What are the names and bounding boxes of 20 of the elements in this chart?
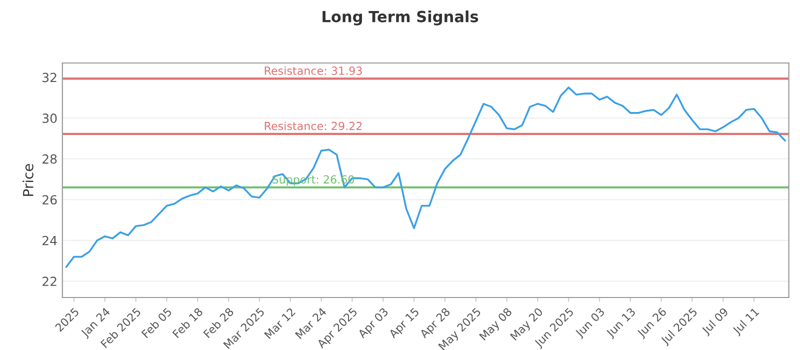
x-tick-label: Feb 05 <box>141 307 172 338</box>
x-tick-label: Jul 09 <box>700 307 730 336</box>
y-tick-label: 22 <box>42 276 56 286</box>
y-tick-label: 26 <box>42 195 57 205</box>
y-axis-title: Price <box>22 164 34 196</box>
line-series <box>65 86 786 268</box>
y-tick-label: 32 <box>42 72 56 82</box>
x-tick-label: Apr 15 <box>388 307 421 340</box>
x-tick-label: Jun 13 <box>605 307 638 340</box>
x-tick-label: Jun 03 <box>574 307 606 340</box>
y-tick-label: 30 <box>42 114 57 123</box>
ref-line-label: Resistance: 29.22 <box>264 122 362 130</box>
x-tick-label: Mar 12 <box>264 307 296 340</box>
x-tick-label: Apr 03 <box>357 307 390 340</box>
y-tick-label: 28 <box>42 154 57 164</box>
x-tick-label: Jul 11 <box>732 307 761 336</box>
ref-line-label: Resistance: 31.93 <box>264 66 362 75</box>
y-tick-label: 24 <box>42 236 57 246</box>
chart-title: Long Term Signals <box>322 10 478 26</box>
x-tick-label: Feb 18 <box>172 307 204 338</box>
